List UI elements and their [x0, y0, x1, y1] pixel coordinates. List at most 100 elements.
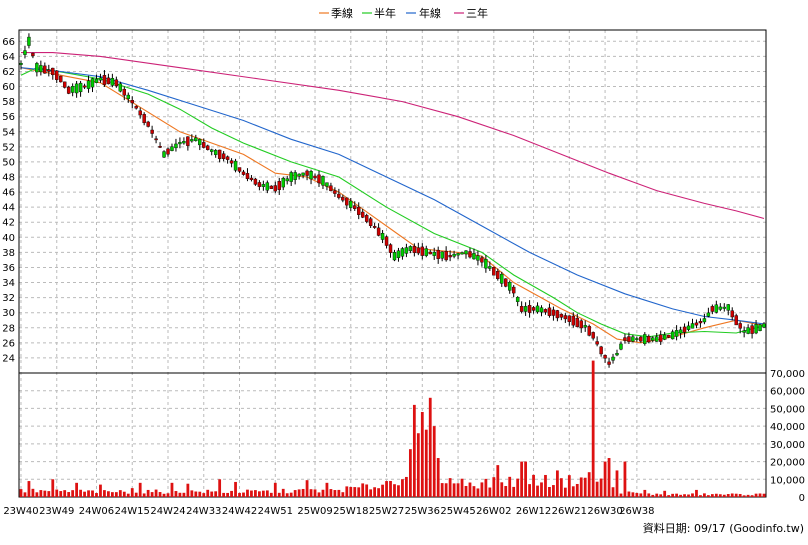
candle-body [579, 320, 583, 329]
volume-bars [19, 360, 766, 497]
candle-body [567, 315, 572, 322]
candle-body [301, 172, 305, 176]
candle-body [730, 310, 734, 318]
candle-body [90, 78, 95, 88]
candle-body [202, 142, 206, 148]
candle-body [23, 50, 27, 55]
volume-bar [349, 486, 353, 497]
x-tick-label: 25W27 [369, 506, 404, 517]
candle-body [635, 338, 639, 340]
candle-body [257, 182, 262, 187]
candle-body [134, 106, 138, 109]
candle-body [559, 313, 564, 318]
volume-bar [758, 493, 762, 497]
candle-body [682, 326, 687, 333]
volume-bar [428, 397, 432, 497]
x-tick-label: 26W02 [476, 506, 511, 517]
volume-bar [401, 479, 404, 497]
volume-bar [488, 487, 492, 497]
volume-bar [722, 494, 726, 497]
candle-body [118, 83, 123, 92]
volume-bar [651, 494, 655, 497]
candle-body [233, 160, 238, 171]
candle-body [162, 151, 166, 158]
candle-body [329, 185, 333, 192]
candle-body [206, 145, 210, 150]
candle-body [186, 136, 190, 146]
candle-body [587, 325, 591, 336]
candle-body [309, 171, 313, 180]
x-tick-label: 23W40 [3, 506, 38, 517]
volume-bar [214, 491, 218, 497]
candle-body [43, 65, 47, 74]
candle-body [150, 129, 154, 134]
candle-body [706, 312, 711, 317]
volume-bar [337, 489, 341, 497]
candle-body [380, 233, 385, 240]
volume-bar [329, 489, 333, 497]
candle-body [249, 177, 254, 180]
price-tick-label: 44 [2, 203, 15, 214]
candle-body [277, 181, 281, 190]
candle-body [639, 336, 643, 342]
volume-bar [496, 465, 500, 497]
volume-bar [623, 461, 627, 497]
volume-bar [246, 489, 249, 497]
volume-bar [365, 484, 369, 497]
candle-body [694, 322, 699, 326]
candle-body [750, 325, 754, 334]
candle-body [35, 63, 39, 73]
volume-bar [218, 479, 222, 497]
price-tick-label: 60 [2, 82, 15, 93]
volume-bar [353, 487, 357, 497]
volume-bar [186, 483, 190, 497]
candle-body [122, 88, 127, 96]
candle-body [631, 336, 635, 342]
candle-body [738, 323, 742, 329]
volume-bar [55, 489, 59, 497]
candle-body [611, 356, 615, 361]
volume-bar [361, 483, 365, 497]
volume-tick-label: 0 [799, 493, 805, 504]
candle-body [758, 324, 762, 331]
candle-body [384, 236, 389, 246]
price-tick-label: 28 [2, 323, 15, 334]
candle-body [289, 172, 293, 182]
volume-bar [647, 493, 651, 497]
volume-bar [202, 493, 206, 497]
volume-bar [734, 493, 738, 497]
candle-body [305, 170, 309, 176]
candle-body [444, 251, 448, 261]
candle-body [94, 78, 99, 83]
volume-bar [309, 489, 313, 497]
volume-bar [639, 493, 643, 497]
volume-bar [405, 476, 408, 497]
volume-bar [254, 490, 257, 497]
candle-body [285, 178, 289, 182]
candle-body [74, 83, 79, 94]
volume-bar [440, 483, 444, 497]
candle-body [480, 257, 484, 263]
volume-bar [385, 481, 388, 497]
volume-bar [714, 493, 718, 497]
x-tick-label: 26W38 [619, 506, 654, 517]
x-tick-label: 25W36 [405, 506, 440, 517]
candle-body [333, 190, 337, 194]
candle-body [86, 80, 91, 89]
volume-bar [464, 485, 468, 497]
candle-body [428, 251, 432, 255]
volume-bar [389, 480, 392, 497]
candle-body [515, 297, 520, 302]
volume-tick-label: 30,000 [770, 440, 805, 451]
candle-body [615, 353, 619, 356]
volume-bar [345, 486, 349, 497]
candle-body [504, 278, 508, 287]
volume-bar [198, 491, 202, 497]
candle-body [762, 323, 766, 328]
candle-body [416, 247, 421, 254]
x-tick-label: 23W49 [39, 506, 74, 517]
price-tick-label: 40 [2, 233, 15, 244]
volume-bar [19, 489, 23, 497]
